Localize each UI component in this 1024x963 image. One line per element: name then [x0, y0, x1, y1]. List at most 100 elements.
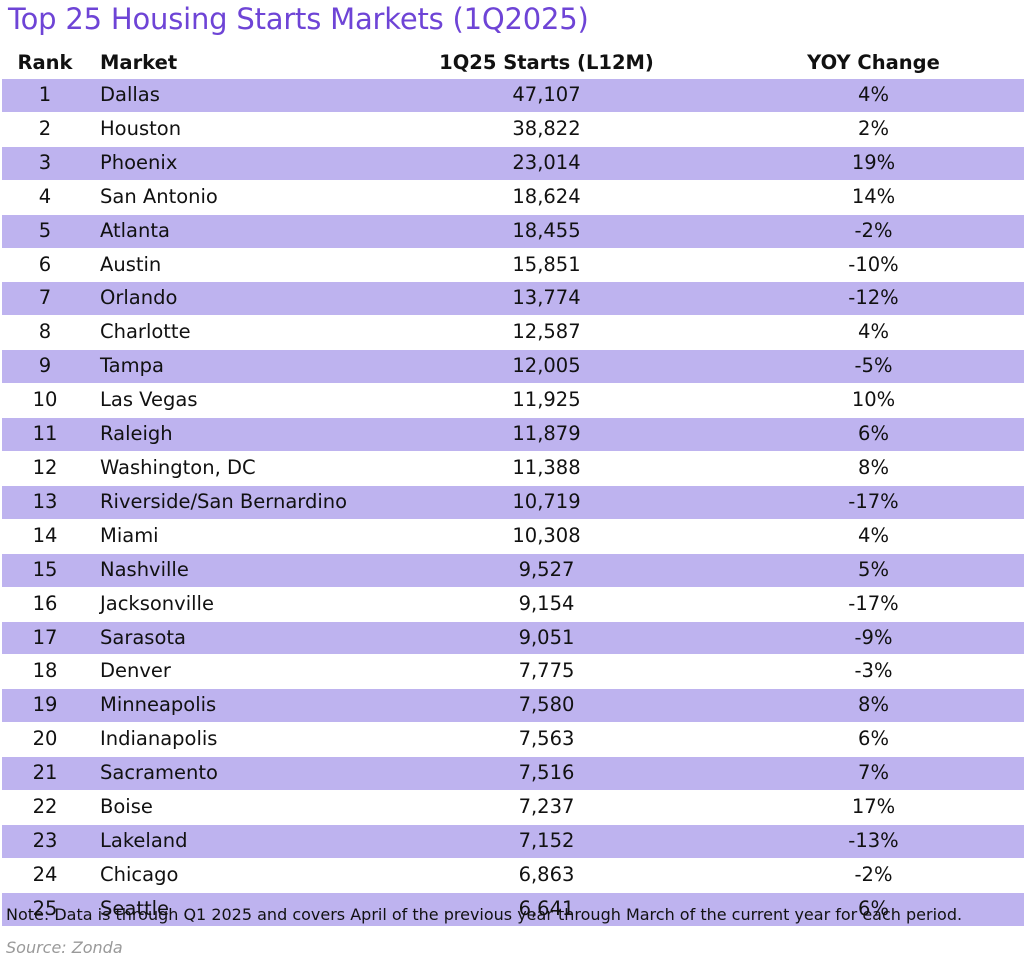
cell-market: Las Vegas: [100, 388, 198, 412]
cell-starts: 11,925: [512, 388, 581, 412]
source-credit: Source: Zonda: [6, 938, 123, 957]
cell-yoy: 4%: [858, 320, 889, 344]
cell-rank: 5: [2, 214, 88, 249]
cell-rank: 2: [38, 116, 52, 140]
cell-starts: 7,152: [380, 824, 713, 859]
cell-rank: 6: [38, 252, 52, 276]
cell-rank: 18: [32, 659, 58, 683]
cell-starts: 23,014: [380, 146, 713, 181]
cell-market: Atlanta: [88, 214, 380, 249]
cell-yoy: -5%: [713, 349, 1024, 384]
cell-rank: 7: [2, 281, 88, 316]
cell-market: San Antonio: [100, 184, 218, 208]
cell-yoy: 17%: [851, 795, 896, 819]
cell-market: Minneapolis: [88, 688, 380, 723]
cell-market: Boise: [100, 795, 153, 819]
cell-rank: 3: [2, 146, 88, 181]
cell-starts: 6,863: [518, 862, 575, 886]
cell-market: Riverside/San Bernardino: [88, 485, 380, 520]
column-header-rank: Rank: [17, 51, 73, 74]
cell-market: Indianapolis: [100, 727, 218, 751]
cell-starts: 7,563: [518, 727, 575, 751]
cell-starts: 12,005: [380, 349, 713, 384]
cell-rank: 20: [32, 727, 58, 751]
table-row: 1 Dallas 47,107 4%: [2, 79, 1024, 113]
cell-starts: 12,587: [512, 320, 581, 344]
cell-market: Miami: [100, 523, 159, 547]
cell-yoy: -9%: [713, 621, 1024, 655]
cell-yoy: 6%: [713, 892, 1024, 927]
table-row: 15 Nashville 9,527 5%: [2, 553, 1024, 588]
cell-starts: 9,051: [380, 621, 713, 655]
table-row: 20 Indianapolis 7,563 6%: [2, 723, 1024, 757]
cell-yoy: -3%: [854, 659, 893, 683]
cell-yoy: -10%: [848, 252, 899, 276]
cell-market: Lakeland: [88, 824, 380, 859]
table-row: 16 Jacksonville 9,154 -17%: [2, 587, 1024, 621]
cell-rank: 23: [2, 824, 88, 859]
table-row: 25 Seattle 6,641 6%: [2, 892, 1024, 927]
cell-starts: 7,580: [380, 688, 713, 723]
table-row: 13 Riverside/San Bernardino 10,719 -17%: [2, 485, 1024, 520]
column-header-market: Market: [100, 51, 178, 74]
cell-rank: 14: [32, 523, 58, 547]
table-row: 23 Lakeland 7,152 -13%: [2, 824, 1024, 859]
table-row: 24 Chicago 6,863 -2%: [2, 858, 1024, 893]
cell-rank: 17: [2, 621, 88, 655]
cell-starts: 11,388: [512, 455, 581, 479]
cell-market: Denver: [100, 659, 171, 683]
header-row: Rank Market 1Q25 Starts (L12M) YOY Chang…: [2, 47, 1024, 79]
table-row: 12 Washington, DC 11,388 8%: [2, 451, 1024, 486]
cell-yoy: 5%: [713, 553, 1024, 588]
cell-market: Charlotte: [100, 320, 191, 344]
cell-market: Raleigh: [88, 417, 380, 452]
table-title: Top 25 Housing Starts Markets (1Q2025): [8, 2, 589, 36]
cell-rank: 24: [32, 862, 58, 886]
cell-rank: 21: [2, 756, 88, 791]
cell-market: Tampa: [88, 349, 380, 384]
housing-starts-table: Rank Market 1Q25 Starts (L12M) YOY Chang…: [2, 47, 1024, 927]
cell-starts: 38,822: [512, 116, 581, 140]
cell-rank: 19: [2, 688, 88, 723]
cell-market: Chicago: [100, 862, 179, 886]
cell-yoy: 14%: [851, 184, 896, 208]
table-row: 8 Charlotte 12,587 4%: [2, 316, 1024, 350]
cell-starts: 18,455: [380, 214, 713, 249]
cell-market: Orlando: [88, 281, 380, 316]
cell-yoy: 7%: [713, 756, 1024, 791]
cell-rank: 1: [2, 79, 88, 113]
cell-rank: 25: [2, 892, 88, 927]
cell-yoy: -17%: [713, 485, 1024, 520]
table-row: 2 Houston 38,822 2%: [2, 112, 1024, 147]
cell-rank: 9: [2, 349, 88, 384]
cell-market: Sarasota: [88, 621, 380, 655]
cell-market: Washington, DC: [100, 455, 256, 479]
cell-market: Sacramento: [88, 756, 380, 791]
cell-starts: 15,851: [512, 252, 581, 276]
cell-market: Austin: [100, 252, 162, 276]
table-row: 22 Boise 7,237 17%: [2, 791, 1024, 825]
cell-yoy: 10%: [851, 388, 896, 412]
cell-rank: 22: [32, 795, 58, 819]
cell-yoy: 4%: [858, 523, 889, 547]
cell-yoy: 19%: [713, 146, 1024, 181]
cell-yoy: 2%: [858, 116, 889, 140]
cell-yoy: -2%: [854, 862, 893, 886]
table-row: 18 Denver 7,775 -3%: [2, 655, 1024, 689]
cell-market: Dallas: [88, 79, 380, 113]
table-row: 11 Raleigh 11,879 6%: [2, 417, 1024, 452]
cell-starts: 11,879: [380, 417, 713, 452]
cell-market: Jacksonville: [100, 591, 214, 615]
footnote: Note: Data is through Q1 2025 and covers…: [6, 905, 963, 924]
table-row: 7 Orlando 13,774 -12%: [2, 281, 1024, 316]
cell-yoy: -13%: [713, 824, 1024, 859]
cell-rank: 4: [38, 184, 52, 208]
cell-rank: 10: [32, 388, 58, 412]
cell-starts: 10,719: [380, 485, 713, 520]
cell-rank: 15: [2, 553, 88, 588]
cell-yoy: -12%: [713, 281, 1024, 316]
cell-starts: 9,527: [380, 553, 713, 588]
cell-market: Phoenix: [88, 146, 380, 181]
cell-yoy: 6%: [858, 727, 889, 751]
table-row: 19 Minneapolis 7,580 8%: [2, 688, 1024, 723]
